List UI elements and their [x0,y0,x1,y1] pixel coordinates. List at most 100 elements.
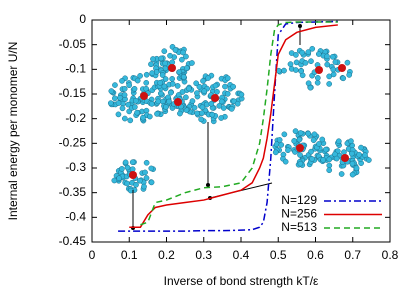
monomer [209,111,216,118]
monomer [179,56,185,63]
monomer [326,167,333,174]
monomer [180,49,186,56]
y-tick-label: -0.2 [65,111,86,125]
monomer [146,113,153,120]
monomer [158,55,165,62]
monomer [141,183,147,190]
monomer [161,83,168,90]
monomer [134,109,140,116]
core [129,171,137,179]
x-tick-label: 0.2 [158,248,175,262]
monomer [198,116,204,123]
monomer [169,76,175,82]
monomer [183,94,189,101]
monomer [177,110,183,117]
monomer [228,105,235,112]
monomer [189,98,196,104]
monomer [201,88,208,95]
monomer [125,101,132,108]
monomer [119,166,125,172]
y-axis-label: Internal energy per monomer U/N [6,42,20,221]
monomer [335,138,342,145]
monomer [199,110,205,116]
core [211,94,219,102]
monomer [212,82,219,89]
monomer [293,52,299,58]
core [296,144,304,152]
y-tick-label: -0.4 [65,210,86,224]
monomer [111,177,118,184]
monomer [224,75,231,82]
pointer-dot [298,24,302,28]
x-tick-label: 0.6 [307,248,324,262]
monomer [293,59,300,66]
monomer [366,157,372,163]
snapshots [107,24,372,230]
monomer [292,67,299,73]
monomer [320,157,326,163]
y-tick-label: -0.3 [65,160,86,174]
monomer [218,98,225,105]
monomer [340,75,347,82]
series-line [129,24,338,228]
monomer [349,171,356,178]
monomer [276,137,283,143]
monomer [131,85,138,92]
legend-label: N=513 [281,220,317,234]
monomer [302,59,309,66]
monomer [298,68,304,74]
monomer [308,148,314,155]
y-tick-label: 0 [79,12,86,26]
monomer [140,114,146,121]
monomer [292,128,299,134]
x-tick-label: 0 [89,248,96,262]
monomer [157,79,164,86]
monomer [116,175,122,182]
monomer [186,85,192,92]
monomer [333,155,340,162]
monomer [189,60,195,66]
x-tick-label: 0.5 [270,248,287,262]
monomer [297,152,303,158]
monomer [172,47,179,53]
monomer [297,160,304,167]
x-tick-label: 0.7 [344,248,361,262]
monomer [329,54,336,60]
monomer [297,130,304,136]
monomer [149,70,156,76]
monomer [131,104,138,110]
monomer [200,78,206,84]
monomer [115,111,122,118]
monomer [194,90,200,96]
monomer [324,53,330,60]
monomer [174,83,181,89]
plot-frame [91,19,391,243]
monomer [115,100,122,106]
monomer [126,82,133,89]
core [341,154,349,162]
monomer [309,45,316,52]
y-tick-label: -0.25 [59,136,87,150]
y-tick-label: -0.05 [59,37,87,51]
monomer [346,72,353,78]
monomer [133,181,139,188]
monomer [224,91,231,97]
series-line [118,20,338,232]
monomer [316,141,322,147]
monomer [272,149,279,156]
monomer [319,136,326,143]
monomer [124,180,130,187]
monomer [193,80,200,87]
monomer [162,60,168,67]
monomer [348,150,355,157]
monomer [230,83,237,90]
monomer [194,110,200,117]
y-tick-label: -0.45 [59,234,87,248]
monomer [166,98,172,105]
monomer [148,61,154,68]
monomer [353,165,360,172]
monomer [291,138,297,144]
monomer [143,79,150,86]
monomer [307,84,314,91]
